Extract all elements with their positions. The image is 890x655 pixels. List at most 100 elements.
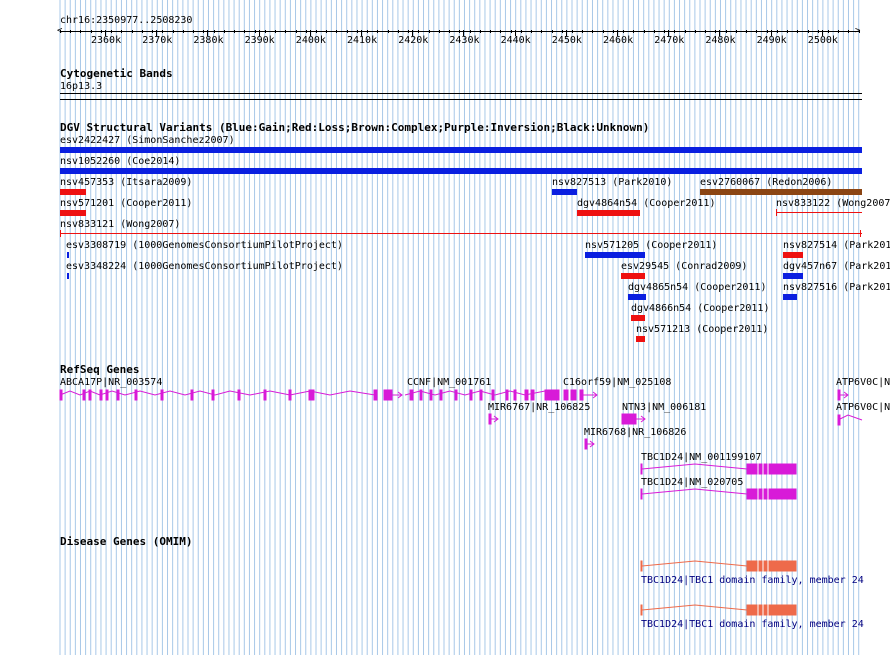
variant-line-loss[interactable] [60,233,862,234]
ruler-minor-tick [674,30,676,33]
variant-label[interactable]: esv2760067 (Redon2006) [700,177,833,188]
variant-bar-gain[interactable] [783,294,797,300]
ruler-minor-tick [582,30,584,33]
ruler-minor-tick [234,30,236,33]
variant-bar-loss[interactable] [60,210,86,216]
cyto-track-title[interactable]: Cytogenetic Bands [60,67,173,80]
ruler-tick [514,30,516,36]
ruler-minor-tick [264,30,266,33]
variant-label[interactable]: esv2422427 (SimonSanchez2007) [60,135,235,146]
variant-label[interactable]: esv3348224 (1000GenomesConsortiumPilotPr… [66,261,343,272]
gene-label[interactable]: CCNF|NM_001761 [407,377,492,388]
ruler-minor-tick [182,30,184,33]
ruler-minor-tick [305,30,307,33]
variant-label[interactable]: esv3308719 (1000GenomesConsortiumPilotPr… [66,240,343,251]
ruler-minor-tick [367,30,369,33]
variant-label[interactable]: nsv1052260 (Coe2014) [60,156,181,167]
cyto-band-bottom-line [60,99,862,100]
ruler-tick [412,30,414,36]
ruler-minor-tick [213,30,215,33]
variant-label[interactable]: dgv4864n54 (Cooper2011) [577,198,716,209]
variant-bar-loss[interactable] [577,210,640,216]
ruler-minor-tick [756,30,758,33]
omim-gene-label[interactable]: TBC1D24|TBC1 domain family, member 24 [641,619,864,630]
gene-label[interactable]: MIR6768|NR_106826 [584,427,687,438]
variant-bar-gain[interactable] [60,168,862,174]
dgv-track-title[interactable]: DGV Structural Variants (Blue:Gain;Red:L… [60,121,650,134]
omim-gene-label[interactable]: TBC1D24|TBC1 domain family, member 24 [641,575,864,586]
variant-bar-loss[interactable] [60,189,86,195]
variant-bar-gain[interactable] [585,252,645,258]
gene-label[interactable]: TBC1D24|NM_020705 [641,477,744,488]
omim-track-title[interactable]: Disease Genes (OMIM) [60,535,193,548]
ruler-left-arrow: < [57,26,62,37]
ruler-minor-tick [459,30,461,33]
variant-label[interactable]: nsv827516 (Park201 [783,282,890,293]
ruler-tick-label: 2360k [91,35,122,46]
ruler-tick [617,30,618,36]
ruler-minor-tick [715,30,717,33]
ruler-right-arrow: > [855,26,861,36]
variant-bar-gain[interactable] [60,147,862,153]
location-label: chr16:2350977..2508230 [60,15,193,26]
ruler-minor-tick [623,30,625,33]
ruler-minor-tick [602,30,604,33]
ruler-tick-label: 2490k [756,35,787,46]
gene-label[interactable]: C16orf59|NM_025108 [563,377,672,388]
ruler-minor-tick [766,30,768,33]
ruler-minor-tick [418,30,420,33]
ruler-minor-tick [633,30,635,33]
ruler-minor-tick [725,30,727,33]
variant-line-cap [860,230,861,237]
ruler-tick-label: 2390k [244,35,275,46]
ruler-minor-tick [336,30,338,33]
variant-line-loss[interactable] [776,212,862,213]
gene-label[interactable]: ATP6V0C|NM [836,377,890,388]
gene-label[interactable]: NTN3|NM_006181 [622,402,707,413]
variant-label[interactable]: nsv571201 (Cooper2011) [60,198,193,209]
ruler-minor-tick [121,30,123,33]
variant-bar-gain[interactable] [783,273,803,279]
ruler-minor-tick [643,30,645,33]
gene-label[interactable]: MIR6767|NR_106825 [488,402,591,413]
refseq-track-title[interactable]: RefSeq Genes [60,363,140,376]
variant-label[interactable]: nsv827514 (Park201 [783,240,890,251]
gene-label[interactable]: ATP6V0C|NI [836,402,890,413]
ruler-minor-tick [162,30,164,33]
variant-label[interactable]: nsv571213 (Cooper2011) [636,324,769,335]
ruler-minor-tick [490,30,492,33]
ruler-tick-label: 2400k [295,35,326,46]
variant-bar-gain[interactable] [552,189,577,195]
ruler-minor-tick [285,30,287,33]
ruler-tick-label: 2420k [398,35,429,46]
ruler-tick [207,30,209,36]
ruler-minor-tick [592,30,594,33]
variant-bar-loss[interactable] [631,315,645,321]
variant-label[interactable]: esv29545 (Conrad2009) [621,261,748,272]
variant-label[interactable]: nsv827513 (Park2010) [552,177,673,188]
variant-label[interactable]: nsv457353 (Itsara2009) [60,177,193,188]
variant-label[interactable]: dgv457n67 (Park201 [783,261,890,272]
variant-label[interactable]: nsv833121 (Wong2007) [60,219,181,230]
variant-bar-loss[interactable] [621,273,645,279]
variant-label[interactable]: nsv571205 (Cooper2011) [585,240,718,251]
gene-label[interactable]: ABCA17P|NR_003574 [60,377,163,388]
variant-bar-loss[interactable] [636,336,645,342]
variant-bar-complex[interactable] [700,189,862,195]
variant-label[interactable]: nsv833122 (Wong2007 [776,198,890,209]
ruler-minor-tick [684,30,686,33]
variant-label[interactable]: dgv4866n54 (Cooper2011) [631,303,770,314]
ruler-minor-tick [848,30,850,33]
variant-bar-gain[interactable] [67,252,69,258]
variant-bar-gain[interactable] [67,273,69,279]
variant-bar-gain[interactable] [628,294,646,300]
gene-label[interactable]: TBC1D24|NM_001199107 [641,452,762,463]
ruler-minor-tick [223,30,225,33]
variant-bar-loss[interactable] [783,252,803,258]
ruler-minor-tick [254,30,256,33]
variant-label[interactable]: dgv4865n54 (Cooper2011) [628,282,767,293]
ruler-minor-tick [694,30,696,33]
ruler-minor-tick [438,30,440,33]
ruler-minor-tick [520,30,522,33]
